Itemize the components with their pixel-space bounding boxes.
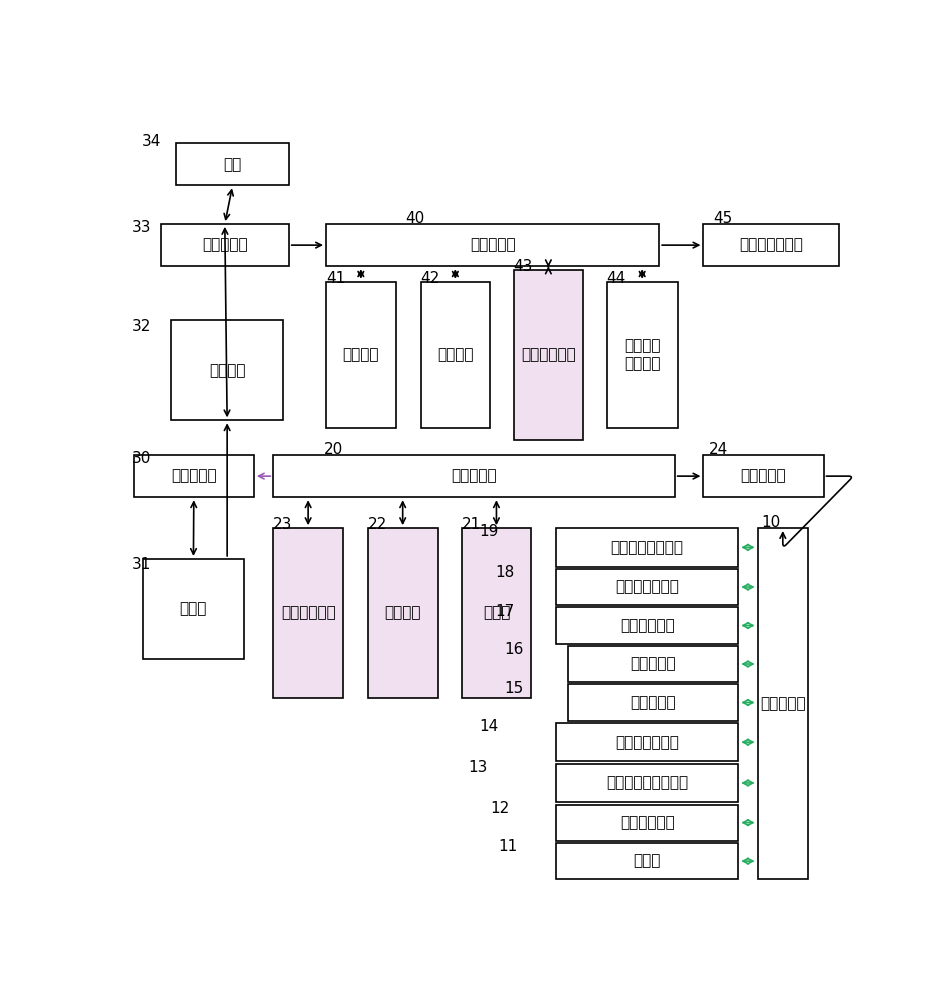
Text: 42: 42 — [421, 271, 440, 286]
Bar — [171, 320, 283, 420]
Text: 19: 19 — [480, 524, 499, 539]
Bar — [556, 805, 738, 841]
Text: 第二电性能机: 第二电性能机 — [521, 347, 576, 362]
Text: 12: 12 — [490, 801, 510, 816]
Text: 换向器自动压装机: 换向器自动压装机 — [611, 540, 684, 555]
Bar — [421, 282, 490, 428]
Bar — [556, 569, 738, 605]
Text: 第一成像防错台: 第一成像防错台 — [615, 735, 679, 750]
Text: 45: 45 — [713, 211, 733, 226]
Bar — [133, 455, 254, 497]
Bar — [462, 528, 532, 698]
Text: 第一步进线: 第一步进线 — [451, 469, 497, 484]
Bar — [161, 224, 289, 266]
Text: 冷却风道: 冷却风道 — [209, 363, 245, 378]
Text: 浸漆机: 浸漆机 — [180, 601, 207, 616]
Text: 43: 43 — [514, 259, 533, 274]
Text: 第一机械手: 第一机械手 — [741, 469, 786, 484]
Text: 第一电性能机: 第一电性能机 — [281, 605, 336, 620]
Bar — [704, 455, 824, 497]
Text: 16: 16 — [504, 642, 523, 657]
Text: 31: 31 — [132, 557, 151, 572]
Bar — [568, 646, 738, 682]
Text: 压轴机: 压轴机 — [634, 854, 661, 869]
Bar — [143, 559, 244, 659]
Text: 自动槽绝缘机: 自动槽绝缘机 — [620, 815, 674, 830]
Bar — [368, 528, 438, 698]
Text: 成品下料机械手: 成品下料机械手 — [739, 238, 803, 253]
Bar — [556, 607, 738, 644]
Text: 22: 22 — [368, 517, 387, 532]
Bar — [568, 684, 738, 721]
Text: 浸漆机械手: 浸漆机械手 — [171, 469, 217, 484]
Text: 喷合跳动
及打标机: 喷合跳动 及打标机 — [624, 338, 660, 372]
Bar — [556, 528, 738, 567]
Text: 34: 34 — [142, 134, 161, 149]
Bar — [556, 764, 738, 802]
Text: 14: 14 — [480, 719, 499, 734]
Bar — [704, 224, 839, 266]
Text: 动平衡机: 动平衡机 — [437, 347, 474, 362]
Text: 44: 44 — [606, 271, 625, 286]
Text: 钎焊机: 钎焊机 — [482, 605, 510, 620]
Text: 15: 15 — [504, 681, 523, 696]
Text: 30: 30 — [132, 451, 151, 466]
Text: 上套环机: 上套环机 — [384, 605, 421, 620]
Text: 41: 41 — [326, 271, 345, 286]
Text: 18: 18 — [495, 565, 514, 580]
Text: 10: 10 — [762, 515, 780, 530]
Text: 20: 20 — [324, 442, 342, 457]
Text: 转子切头机: 转子切头机 — [630, 657, 675, 672]
Text: 刷毛刺机: 刷毛刺机 — [342, 347, 379, 362]
Bar — [326, 282, 395, 428]
Text: 32: 32 — [132, 319, 151, 334]
Text: 23: 23 — [273, 517, 292, 532]
Text: 第二步进线: 第二步进线 — [470, 238, 516, 253]
Text: 11: 11 — [498, 839, 517, 854]
Text: 双头氩弧焊机: 双头氩弧焊机 — [620, 618, 674, 633]
Bar — [176, 143, 289, 185]
Bar — [273, 528, 343, 698]
Text: 转子扭头机: 转子扭头机 — [630, 695, 675, 710]
Text: 升降流水线: 升降流水线 — [760, 696, 806, 711]
Bar — [758, 528, 808, 879]
Bar — [326, 224, 659, 266]
Bar — [273, 455, 674, 497]
Text: 车床: 车床 — [223, 157, 241, 172]
Text: 第二机械手: 第二机械手 — [202, 238, 248, 253]
Text: 40: 40 — [405, 211, 424, 226]
Text: 17: 17 — [495, 604, 514, 619]
Text: 转子线圈成形插入机: 转子线圈成形插入机 — [606, 775, 689, 790]
Bar — [556, 843, 738, 879]
Text: 13: 13 — [468, 760, 488, 775]
Text: 33: 33 — [132, 220, 151, 235]
Text: 21: 21 — [462, 517, 481, 532]
Text: 24: 24 — [709, 442, 728, 457]
Text: 第二成像防错台: 第二成像防错台 — [615, 580, 679, 595]
Bar — [606, 282, 677, 428]
Bar — [514, 270, 584, 440]
Bar — [556, 723, 738, 761]
